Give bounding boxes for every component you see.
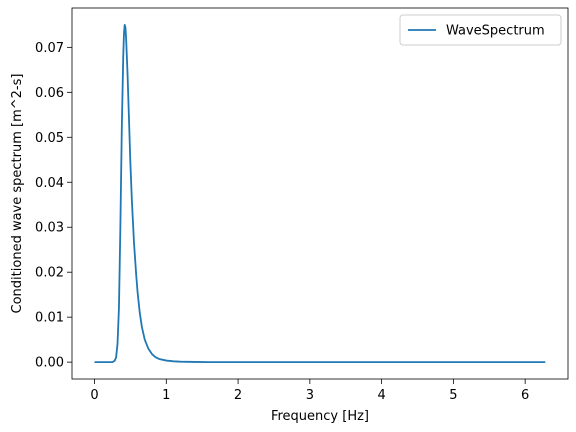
x-tick-label: 3	[306, 388, 314, 403]
x-tick-label: 6	[521, 388, 529, 403]
y-tick-label: 0.06	[35, 86, 64, 101]
legend: WaveSpectrum	[399, 14, 562, 46]
series-line	[94, 23, 546, 364]
plot-frame	[71, 7, 569, 380]
plot-area	[71, 7, 569, 380]
x-tick-label: 4	[377, 388, 385, 403]
y-tick-label: 0.03	[35, 221, 64, 236]
y-tick-label: 0.00	[35, 356, 64, 371]
y-tick-label: 0.01	[35, 311, 64, 326]
x-tick-label: 1	[162, 388, 170, 403]
y-tick-label: 0.02	[35, 266, 64, 281]
y-tick-label: 0.05	[35, 131, 64, 146]
y-tick-label: 0.04	[35, 176, 64, 191]
y-axis: 0.00 0.01 0.02 0.03 0.04 0.05 0.06 0.07	[35, 41, 72, 371]
y-tick-label: 0.07	[35, 41, 64, 56]
y-axis-label: Conditioned wave spectrum [m^2-s]	[10, 74, 25, 314]
x-axis: 0 1 2 3 4 5 6	[90, 379, 529, 403]
x-tick-label: 0	[90, 388, 98, 403]
x-tick-label: 2	[234, 388, 242, 403]
x-tick-label: 5	[449, 388, 457, 403]
legend-label: WaveSpectrum	[446, 24, 545, 39]
series-layer	[94, 23, 546, 364]
legend-box	[399, 14, 562, 46]
x-axis-label: Frequency [Hz]	[271, 409, 369, 424]
